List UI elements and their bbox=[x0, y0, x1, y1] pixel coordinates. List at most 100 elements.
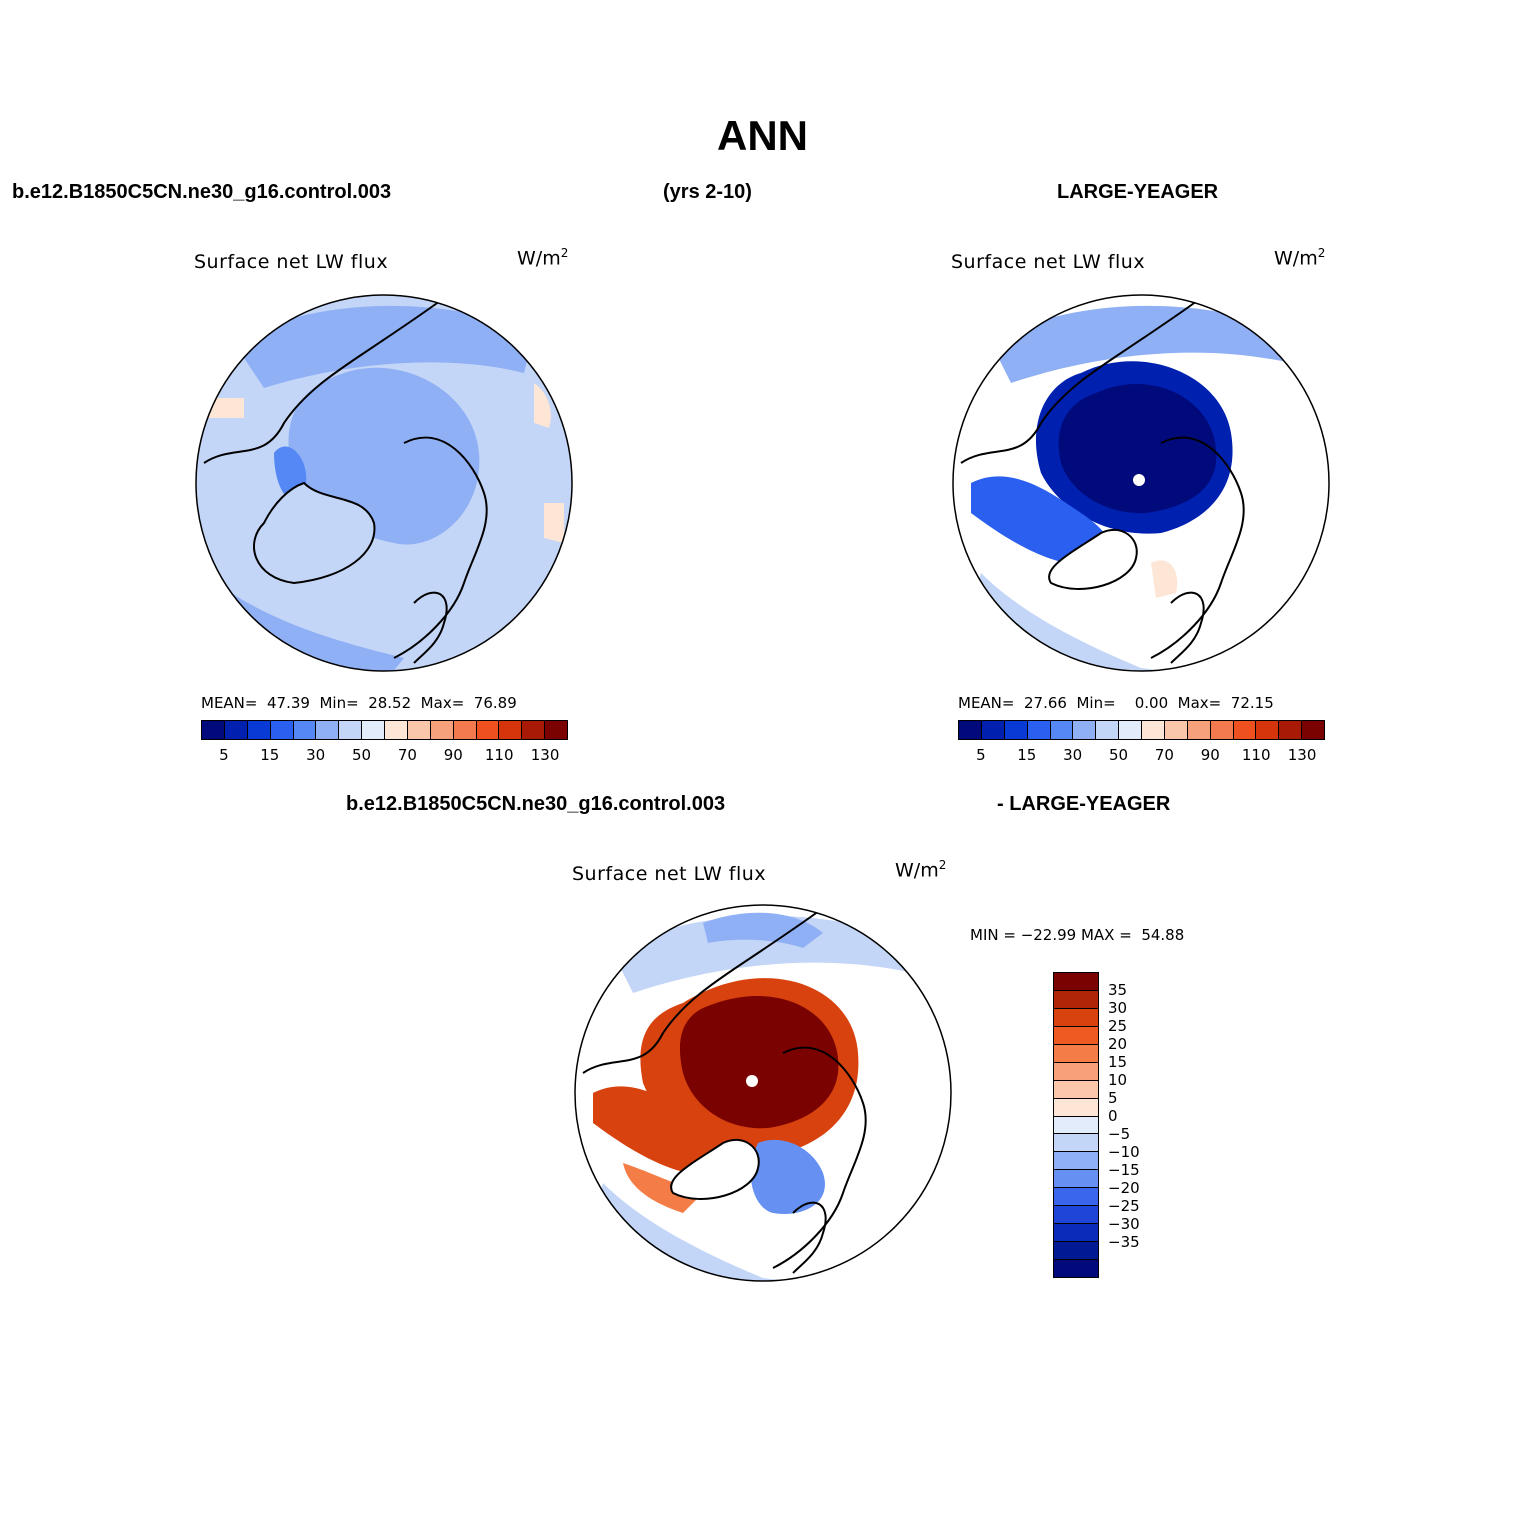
colorbar-swatch bbox=[1187, 721, 1211, 739]
colorbar-tick-label: 90 bbox=[1200, 746, 1220, 764]
colorbar-swatch bbox=[1054, 1134, 1098, 1153]
colorbar-swatch bbox=[981, 721, 1005, 739]
colorbar-tick-label: 50 bbox=[352, 746, 372, 764]
panel3-north-ocean-field bbox=[613, 915, 913, 993]
panel2-central-ice-field bbox=[1058, 384, 1217, 514]
panel3-polar-map bbox=[574, 904, 952, 1282]
colorbar-swatch bbox=[1119, 721, 1142, 739]
panel1-warm-patch-left bbox=[206, 398, 244, 418]
colorbar-swatch bbox=[202, 721, 225, 739]
colorbar-swatch bbox=[1054, 1170, 1098, 1189]
colorbar-swatch bbox=[959, 721, 982, 739]
colorbar-tick-label: 15 bbox=[1017, 746, 1037, 764]
colorbar-tick-label: 20 bbox=[1108, 1035, 1128, 1053]
colorbar-tick-label: 50 bbox=[1109, 746, 1129, 764]
colorbar-swatch bbox=[1054, 1080, 1098, 1099]
panel2-coastline-eurasia bbox=[1150, 436, 1245, 659]
colorbar-tick-label: 0 bbox=[1108, 1107, 1118, 1125]
colorbar-swatch bbox=[1233, 721, 1257, 739]
colorbar-swatch bbox=[224, 721, 248, 739]
panel2-warm-patch bbox=[1151, 560, 1178, 598]
colorbar-tick-label: 5 bbox=[1108, 1089, 1118, 1107]
diff-obs-header: - LARGE-YEAGER bbox=[997, 793, 1171, 815]
page-title: ANN bbox=[717, 112, 808, 159]
colorbar-swatch bbox=[1054, 973, 1098, 991]
years-header: (yrs 2-10) bbox=[663, 181, 752, 203]
colorbar-tick-label: −20 bbox=[1108, 1179, 1140, 1197]
colorbar-swatch bbox=[385, 721, 408, 739]
colorbar-swatch bbox=[1054, 1224, 1098, 1243]
colorbar-swatch bbox=[362, 721, 385, 739]
panel2-barents-blue bbox=[971, 476, 1112, 565]
panel1-colorbar bbox=[201, 720, 568, 740]
colorbar-tick-label: 130 bbox=[530, 746, 560, 764]
panel1-variable-title: Surface net LW flux bbox=[194, 251, 389, 273]
colorbar-swatch bbox=[1054, 1260, 1098, 1277]
panel1-coastline-scandinavia bbox=[413, 591, 448, 664]
panel2-colorbar bbox=[958, 720, 1325, 740]
panel3-coastline-eurasia bbox=[772, 1046, 867, 1269]
panel1-stats: MEAN= 47.39 Min= 28.52 Max= 76.89 bbox=[201, 694, 517, 712]
panel3-pole-marker bbox=[746, 1075, 758, 1087]
panel2-units: W/m2 bbox=[1274, 246, 1326, 270]
colorbar-tick-label: 30 bbox=[1108, 999, 1128, 1017]
colorbar-tick-label: 15 bbox=[260, 746, 280, 764]
colorbar-swatch bbox=[1027, 721, 1051, 739]
panel2-variable-title: Surface net LW flux bbox=[951, 251, 1146, 273]
colorbar-swatch bbox=[1054, 1062, 1098, 1081]
colorbar-tick-label: −35 bbox=[1108, 1233, 1140, 1251]
colorbar-tick-label: 25 bbox=[1108, 1017, 1128, 1035]
panel1-units: W/m2 bbox=[517, 246, 569, 270]
colorbar-tick-label: 70 bbox=[1154, 746, 1174, 764]
panel3-coastline-scandinavia bbox=[792, 1201, 827, 1274]
colorbar-swatch bbox=[1054, 1044, 1098, 1063]
colorbar-swatch bbox=[247, 721, 271, 739]
case-name-header: b.e12.B1850C5CN.ne30_g16.control.003 bbox=[12, 181, 392, 203]
colorbar-swatch bbox=[476, 721, 500, 739]
panel1-coastline-america bbox=[203, 297, 445, 464]
colorbar-swatch bbox=[499, 721, 523, 739]
colorbar-tick-label: 5 bbox=[219, 746, 229, 764]
panel3-central-max-field bbox=[679, 996, 839, 1129]
colorbar-swatch bbox=[1210, 721, 1234, 739]
panel1-land-mass bbox=[253, 481, 376, 585]
colorbar-tick-label: 10 bbox=[1108, 1071, 1128, 1089]
colorbar-tick-label: 15 bbox=[1108, 1053, 1128, 1071]
colorbar-swatch bbox=[1054, 1188, 1098, 1207]
panel2-greenland-land bbox=[1048, 528, 1138, 590]
panel2-pole-marker bbox=[1133, 474, 1145, 486]
colorbar-swatch bbox=[1054, 1098, 1098, 1117]
colorbar-swatch bbox=[1164, 721, 1188, 739]
colorbar-swatch bbox=[545, 721, 567, 739]
diff-colorbar-ticks: 35 30 25 20 15 10 5 0 −5 −10 −15 −20 −25 −30 −35 bbox=[1108, 972, 1168, 1276]
colorbar-swatch bbox=[430, 721, 454, 739]
colorbar-swatch bbox=[522, 721, 546, 739]
colorbar-swatch bbox=[1096, 721, 1120, 739]
colorbar-swatch bbox=[339, 721, 363, 739]
colorbar-swatch bbox=[270, 721, 294, 739]
colorbar-swatch bbox=[1054, 1008, 1098, 1027]
colorbar-swatch bbox=[1073, 721, 1097, 739]
panel3-greenland-sea-red bbox=[623, 1163, 703, 1213]
colorbar-tick-label: 90 bbox=[443, 746, 463, 764]
colorbar-swatch bbox=[407, 721, 431, 739]
panel2-polar-map bbox=[952, 294, 1330, 672]
colorbar-tick-label: 35 bbox=[1108, 981, 1128, 999]
colorbar-swatch bbox=[453, 721, 477, 739]
colorbar-swatch bbox=[1054, 1206, 1098, 1225]
colorbar-swatch bbox=[1142, 721, 1165, 739]
panel3-coastline-america bbox=[582, 907, 824, 1074]
colorbar-tick-label: 130 bbox=[1287, 746, 1317, 764]
colorbar-tick-label: 5 bbox=[976, 746, 986, 764]
panel3-greenland-land bbox=[670, 1138, 760, 1200]
colorbar-swatch bbox=[1054, 1026, 1098, 1045]
colorbar-tick-label: 30 bbox=[306, 746, 326, 764]
colorbar-swatch bbox=[1054, 1116, 1098, 1135]
colorbar-swatch bbox=[1302, 721, 1324, 739]
colorbar-tick-label: 30 bbox=[1063, 746, 1083, 764]
panel3-units: W/m2 bbox=[895, 858, 947, 882]
panel1-warm-patch-east bbox=[544, 503, 564, 543]
colorbar-swatch bbox=[1054, 1242, 1098, 1260]
colorbar-tick-label: 70 bbox=[397, 746, 417, 764]
colorbar-swatch bbox=[1004, 721, 1028, 739]
